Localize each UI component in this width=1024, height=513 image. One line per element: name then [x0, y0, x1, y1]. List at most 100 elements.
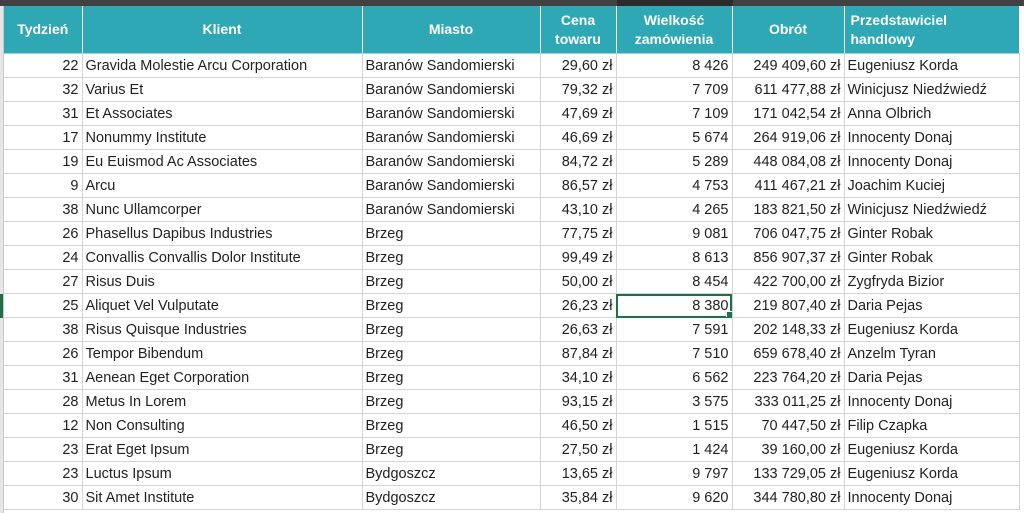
cell-turnover[interactable]: 171 042,54 zł [732, 101, 845, 126]
cell-price[interactable]: 50,00 zł [540, 269, 617, 294]
cell-turnover[interactable]: 422 700,00 zł [732, 269, 845, 294]
cell-order-size[interactable]: 7 709 [616, 77, 733, 102]
cell-order-size[interactable]: 8 613 [616, 245, 733, 270]
cell-week[interactable]: 26 [4, 221, 83, 246]
cell-sales-rep[interactable]: Anna Olbrich [844, 101, 1020, 126]
cell-sales-rep[interactable]: Eugeniusz Korda [844, 461, 1020, 486]
cell-city[interactable]: Baranów Sandomierski [362, 53, 541, 78]
cell-client[interactable]: Tempor Bibendum [82, 341, 363, 366]
header-order-size[interactable]: Wielkość zamówienia [616, 6, 733, 54]
cell-order-size[interactable]: 8 454 [616, 269, 733, 294]
cell-week[interactable]: 32 [4, 77, 83, 102]
cell-turnover[interactable]: 706 047,75 zł [732, 221, 845, 246]
cell-turnover[interactable]: 659 678,40 zł [732, 341, 845, 366]
cell-order-size[interactable]: 4 265 [616, 197, 733, 222]
cell-client[interactable]: Gravida Molestie Arcu Corporation [82, 53, 363, 78]
cell-order-size[interactable]: 6 562 [616, 365, 733, 390]
cell-week[interactable]: 26 [4, 341, 83, 366]
cell-sales-rep[interactable]: Filip Czapka [844, 413, 1020, 438]
header-city[interactable]: Miasto [362, 6, 541, 54]
cell-sales-rep[interactable]: Ginter Robak [844, 221, 1020, 246]
cell-turnover[interactable]: 70 447,50 zł [732, 413, 845, 438]
cell-price[interactable]: 46,50 zł [540, 413, 617, 438]
cell-city[interactable]: Brzeg [362, 317, 541, 342]
cell-order-size[interactable]: 9 797 [616, 461, 733, 486]
cell-sales-rep[interactable]: Winicjusz Niedźwiedź [844, 77, 1020, 102]
cell-city[interactable]: Brzeg [362, 413, 541, 438]
cell-price[interactable]: 84,72 zł [540, 149, 617, 174]
cell-week[interactable]: 23 [4, 437, 83, 462]
cell-week[interactable]: 24 [4, 245, 83, 270]
cell-week[interactable]: 17 [4, 125, 83, 150]
cell-city[interactable]: Brzeg [362, 365, 541, 390]
cell-week[interactable]: 38 [4, 197, 83, 222]
cell-order-size[interactable]: 9 620 [616, 485, 733, 510]
cell-price[interactable]: 34,10 zł [540, 365, 617, 390]
cell-city[interactable]: Brzeg [362, 221, 541, 246]
cell-week[interactable]: 30 [4, 485, 83, 510]
cell-client[interactable]: Non Consulting [82, 413, 363, 438]
cell-price[interactable]: 77,75 zł [540, 221, 617, 246]
cell-price[interactable]: 93,15 zł [540, 389, 617, 414]
cell-client[interactable]: Luctus Ipsum [82, 461, 363, 486]
cell-city[interactable]: Bydgoszcz [362, 461, 541, 486]
cell-turnover[interactable]: 39 160,00 zł [732, 437, 845, 462]
cell-city[interactable]: Brzeg [362, 341, 541, 366]
cell-turnover[interactable]: 202 148,33 zł [732, 317, 845, 342]
cell-city[interactable]: Brzeg [362, 245, 541, 270]
cell-client[interactable]: Convallis Convallis Dolor Institute [82, 245, 363, 270]
cell-sales-rep[interactable]: Eugeniusz Korda [844, 317, 1020, 342]
cell-week[interactable]: 23 [4, 461, 83, 486]
cell-price[interactable]: 26,23 zł [540, 293, 617, 318]
cell-order-size[interactable]: 8 426 [616, 53, 733, 78]
cell-sales-rep[interactable]: Winicjusz Niedźwiedź [844, 197, 1020, 222]
cell-client[interactable]: Arcu [82, 173, 363, 198]
cell-city[interactable]: Baranów Sandomierski [362, 173, 541, 198]
header-turnover[interactable]: Obrót [732, 6, 845, 54]
cell-turnover[interactable]: 223 764,20 zł [732, 365, 845, 390]
cell-order-size[interactable]: 5 289 [616, 149, 733, 174]
cell-client[interactable]: Risus Quisque Industries [82, 317, 363, 342]
cell-week[interactable]: 12 [4, 413, 83, 438]
cell-city[interactable]: Brzeg [362, 269, 541, 294]
active-cell[interactable]: 8 380 [616, 293, 733, 318]
cell-order-size[interactable]: 5 674 [616, 125, 733, 150]
cell-client[interactable]: Nonummy Institute [82, 125, 363, 150]
cell-client[interactable]: Varius Et [82, 77, 363, 102]
cell-turnover[interactable]: 133 729,05 zł [732, 461, 845, 486]
cell-sales-rep[interactable]: Zygfryda Bizior [844, 269, 1020, 294]
header-client[interactable]: Klient [82, 6, 363, 54]
cell-turnover[interactable]: 448 084,08 zł [732, 149, 845, 174]
cell-city[interactable]: Baranów Sandomierski [362, 125, 541, 150]
cell-city[interactable]: Baranów Sandomierski [362, 101, 541, 126]
cell-order-size[interactable]: 1 515 [616, 413, 733, 438]
cell-city[interactable]: Baranów Sandomierski [362, 149, 541, 174]
cell-order-size[interactable]: 9 081 [616, 221, 733, 246]
cell-sales-rep[interactable]: Daria Pejas [844, 293, 1020, 318]
header-week[interactable]: Tydzień [4, 6, 83, 54]
cell-city[interactable]: Bydgoszcz [362, 485, 541, 510]
cell-sales-rep[interactable]: Eugeniusz Korda [844, 437, 1020, 462]
cell-price[interactable]: 26,63 zł [540, 317, 617, 342]
cell-price[interactable]: 29,60 zł [540, 53, 617, 78]
cell-city[interactable]: Baranów Sandomierski [362, 197, 541, 222]
cell-turnover[interactable]: 611 477,88 zł [732, 77, 845, 102]
cell-client[interactable]: Erat Eget Ipsum [82, 437, 363, 462]
header-price[interactable]: Cena towaru [540, 6, 617, 54]
cell-turnover[interactable]: 183 821,50 zł [732, 197, 845, 222]
cell-week[interactable]: 31 [4, 365, 83, 390]
cell-turnover[interactable]: 333 011,25 zł [732, 389, 845, 414]
cell-turnover[interactable]: 249 409,60 zł [732, 53, 845, 78]
cell-city[interactable]: Brzeg [362, 437, 541, 462]
cell-week[interactable]: 22 [4, 53, 83, 78]
cell-price[interactable]: 27,50 zł [540, 437, 617, 462]
cell-turnover[interactable]: 856 907,37 zł [732, 245, 845, 270]
cell-client[interactable]: Risus Duis [82, 269, 363, 294]
cell-order-size[interactable]: 3 575 [616, 389, 733, 414]
cell-sales-rep[interactable]: Innocenty Donaj [844, 389, 1020, 414]
cell-sales-rep[interactable]: Anzelm Tyran [844, 341, 1020, 366]
cell-price[interactable]: 35,84 zł [540, 485, 617, 510]
cell-week[interactable]: 38 [4, 317, 83, 342]
cell-week[interactable]: 27 [4, 269, 83, 294]
cell-week[interactable]: 25 [4, 293, 83, 318]
